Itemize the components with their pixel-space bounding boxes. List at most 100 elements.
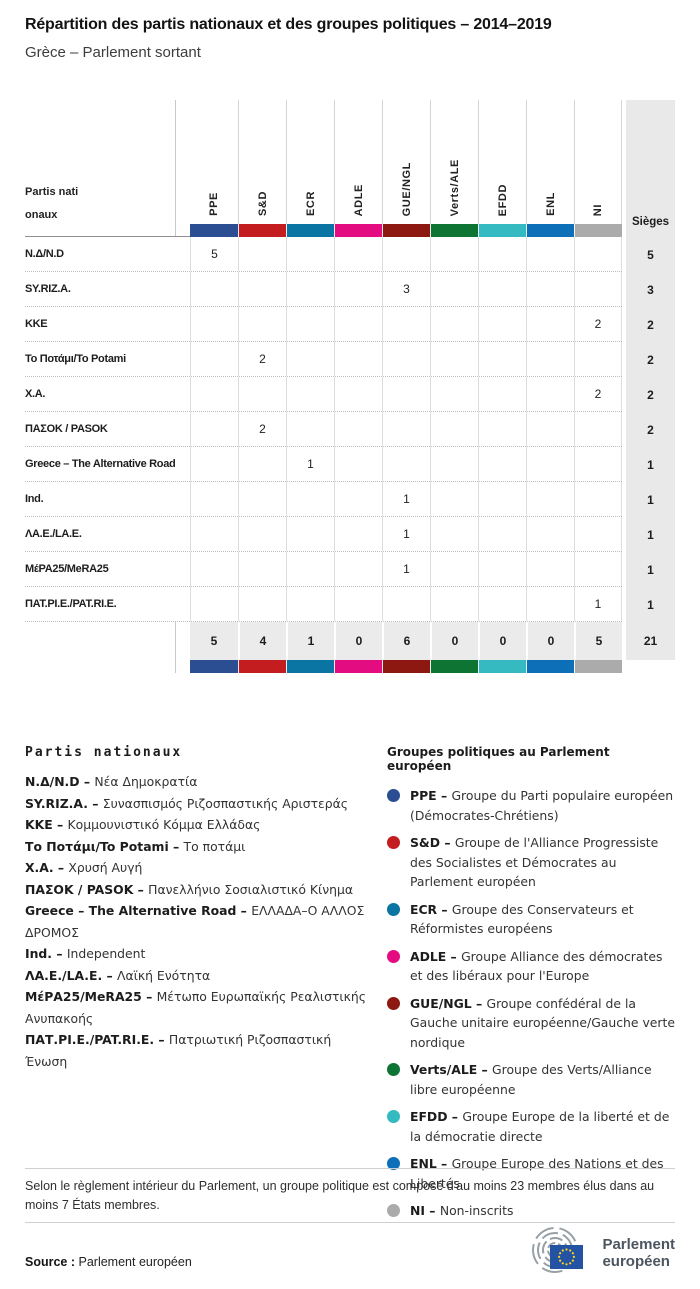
party-abbr: ΛΑ.Ε./LA.E. – [25, 967, 117, 983]
value-cell [238, 307, 286, 341]
seats-header: Sièges [626, 100, 675, 237]
group-label: ENL [544, 192, 557, 216]
group-legend-item: ENL – Groupe Europe des Nations et des L… [387, 1154, 677, 1193]
legend-dot [387, 789, 400, 802]
value-cell [334, 237, 382, 271]
total-cell: 0 [430, 622, 478, 660]
total-cell: 6 [382, 622, 430, 660]
value-cell [238, 237, 286, 271]
group-label-area: PPE [190, 100, 238, 224]
value-cell [334, 447, 382, 481]
table-row: ΠΑΣΟΚ / PASOK 2 2 [25, 412, 675, 447]
party-abbr: Greece – The Alternative Road – [25, 903, 252, 918]
value-cell [430, 412, 478, 446]
bottom-color-bar [190, 660, 626, 673]
group-legend-item: GUE/NGL – Groupe confédéral de la Gauche… [387, 994, 677, 1053]
value-cell: 1 [382, 552, 430, 586]
value-cell [526, 552, 574, 586]
value-cell [382, 412, 430, 446]
value-cell [526, 447, 574, 481]
corner-header-label: Partis nationaux [25, 186, 79, 221]
table-row: Ind. 1 1 [25, 482, 675, 517]
parties-table: Partis nationaux PPE S&D ECR ADLE GUE/NGL Ver… [25, 100, 675, 673]
footer-rule-top [25, 1168, 675, 1169]
bar-segment [238, 660, 286, 673]
value-cell [382, 377, 430, 411]
value-cell [478, 587, 526, 621]
party-abbr: Το Ποτάμι/To Potami – [25, 838, 184, 854]
value-cell [334, 482, 382, 516]
value-cell [478, 342, 526, 376]
group-label: NI [592, 203, 604, 216]
value-cell [238, 552, 286, 586]
seats-cell: 1 [626, 447, 675, 482]
group-color-bar [574, 224, 622, 237]
footer-rule-bottom [25, 1222, 675, 1223]
table-row-main: Χ.Α. 2 [25, 377, 622, 412]
eu-flag-icon [550, 1245, 584, 1269]
value-cell [526, 272, 574, 306]
seats-cell: 3 [626, 272, 675, 307]
value-cell [334, 307, 382, 341]
value-cell [478, 517, 526, 551]
legend-dot [387, 1157, 400, 1170]
party-legend-item: ΜέΡΑ25/MeRA25 – Μέτωπο Ευρωπαϊκής Ρεαλισ… [25, 989, 367, 1026]
value-cell [430, 447, 478, 481]
table-row: SY.RIZ.A. 3 3 [25, 272, 675, 307]
table-row-main: ΜέΡΑ25/MeRA25 1 [25, 552, 622, 587]
group-color-bar [382, 224, 430, 237]
group-label: Verts/ALE [448, 158, 461, 216]
value-cell [334, 342, 382, 376]
group-abbr: NI – [410, 1203, 440, 1218]
party-abbr: Χ.Α. – [25, 860, 69, 875]
value-cell: 5 [190, 237, 238, 271]
value-cell [190, 482, 238, 516]
group-legend-heading: Groupes politiques au Parlement européen [387, 745, 610, 773]
value-cell: 2 [574, 307, 622, 341]
value-cell [526, 377, 574, 411]
party-legend-item: Ind. – Independent [25, 946, 146, 961]
group-legend-item: PPE – Groupe du Parti populaire européen… [387, 786, 677, 825]
group-legend-text: NI – Non-inscrits [410, 1203, 514, 1218]
value-cell [238, 272, 286, 306]
table-row-main: ΠΑΣΟΚ / PASOK 2 [25, 412, 622, 447]
value-cell [382, 587, 430, 621]
party-name-cell: Το Ποτάμι/To Potami [25, 353, 126, 365]
group-legend-text: GUE/NGL – Groupe confédéral de la Gauche… [410, 995, 676, 1050]
party-legend-item: Ν.Δ/N.D – Νέα Δημοκρατία [25, 774, 198, 789]
hemicycle-icon [532, 1227, 584, 1273]
party-legend-item: SY.RIZ.A. – Συνασπισμός Ριζοσπαστικής Αρ… [25, 795, 349, 811]
legend-dot [387, 1063, 400, 1076]
value-cell [238, 517, 286, 551]
value-cell [238, 587, 286, 621]
table-row-main: ΠΑΤ.ΡΙ.Ε./PAT.RI.E. 1 [25, 587, 622, 622]
group-label-area: S&D [238, 100, 286, 224]
party-legend-heading: Partis nationaux [25, 745, 183, 760]
group-header-cell: ECR [286, 100, 334, 237]
group-header-cell: S&D [238, 100, 286, 237]
value-cell [574, 272, 622, 306]
table-row: ΠΑΤ.ΡΙ.Ε./PAT.RI.E. 1 1 [25, 587, 675, 622]
value-cell: 1 [574, 587, 622, 621]
group-legend-text: ECR – Groupe des Conservateurs et Réform… [410, 901, 634, 937]
value-cell [478, 552, 526, 586]
legend-dot [387, 1204, 400, 1217]
page-title: Répartition des partis nationaux et des … [25, 16, 552, 33]
bar-segment [574, 660, 622, 673]
bar-segment [190, 660, 238, 673]
value-cell [334, 517, 382, 551]
value-cell [334, 587, 382, 621]
group-header-cell: ADLE [334, 100, 382, 237]
value-cell [478, 307, 526, 341]
group-legend-text: Verts/ALE – Groupe des Verts/Alliance li… [410, 1062, 652, 1097]
group-label-area: ENL [526, 100, 574, 224]
group-abbr: Verts/ALE – [410, 1062, 493, 1077]
party-abbr: SY.RIZ.A. – [25, 795, 103, 811]
value-cell [190, 517, 238, 551]
value-cell [286, 237, 334, 271]
value-cell [190, 587, 238, 621]
group-legend-text: EFDD – Groupe Europe de la liberté et de… [410, 1109, 670, 1144]
legend-dot [387, 1110, 400, 1123]
group-legend-item: ECR – Groupe des Conservateurs et Réform… [387, 900, 677, 939]
group-legend-item: EFDD – Groupe Europe de la liberté et de… [387, 1107, 677, 1146]
